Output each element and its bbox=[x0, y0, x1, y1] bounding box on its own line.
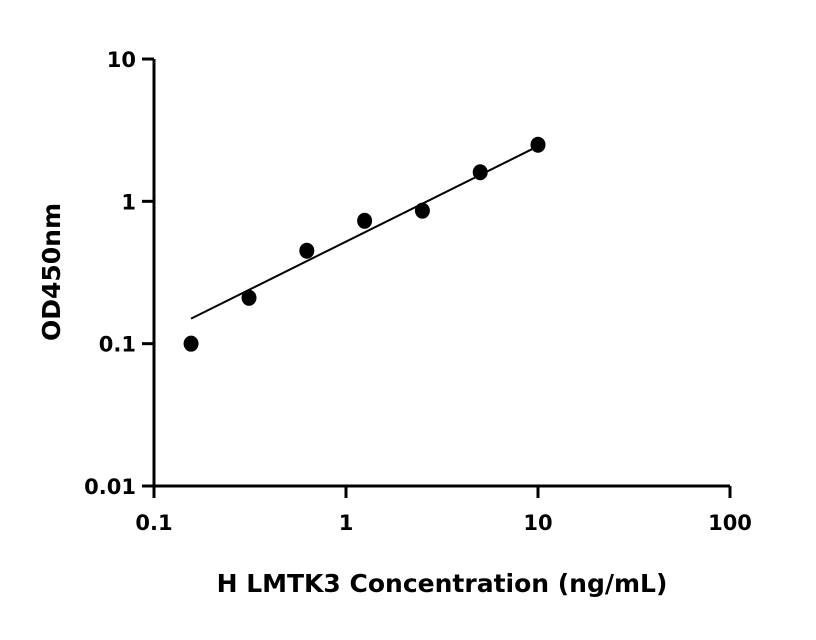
x-tick-label: 10 bbox=[523, 511, 552, 535]
data-point bbox=[472, 164, 488, 181]
x-tick-label: 1 bbox=[339, 511, 354, 535]
x-tick-label: 0.1 bbox=[135, 511, 172, 535]
y-tick-label: 10 bbox=[107, 48, 136, 72]
data-point bbox=[241, 289, 257, 306]
data-point bbox=[414, 202, 430, 219]
x-axis-label: H LMTK3 Concentration (ng/mL) bbox=[217, 569, 668, 598]
data-point bbox=[183, 335, 199, 352]
x-tick-label: 100 bbox=[708, 511, 752, 535]
axes bbox=[152, 59, 730, 488]
y-axis-label: OD450nm bbox=[37, 203, 66, 341]
data-point bbox=[299, 242, 315, 259]
y-tick-label: 1 bbox=[121, 190, 136, 214]
data-point bbox=[530, 136, 546, 153]
data-points bbox=[183, 136, 546, 352]
y-ticks: 0.01 0.1 1 10 bbox=[84, 48, 154, 499]
data-point bbox=[357, 212, 373, 229]
y-tick-label: 0.1 bbox=[99, 333, 136, 357]
y-tick-label: 0.01 bbox=[84, 475, 136, 499]
x-ticks: 0.1 1 10 100 bbox=[135, 486, 752, 535]
